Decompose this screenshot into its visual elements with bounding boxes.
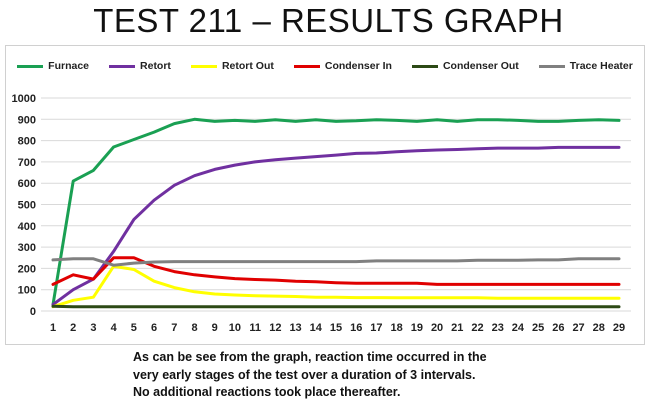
x-tick-label: 5 [131, 322, 137, 334]
legend-label: Retort [140, 60, 171, 72]
x-tick-label: 3 [90, 322, 96, 334]
legend-item: Furnace [17, 60, 89, 72]
x-tick-label: 25 [532, 322, 544, 334]
x-tick-label: 9 [212, 322, 218, 334]
x-tick-label: 4 [111, 322, 118, 334]
x-tick-label: 12 [269, 322, 281, 334]
y-tick-label: 1000 [12, 93, 36, 105]
y-tick-label: 600 [18, 178, 36, 190]
legend-item: Retort [109, 60, 171, 72]
x-tick-label: 10 [229, 322, 241, 334]
x-tick-label: 13 [289, 322, 301, 334]
x-tick-label: 19 [411, 322, 423, 334]
x-tick-label: 14 [310, 322, 323, 334]
legend-swatch [109, 64, 136, 68]
x-tick-label: 28 [593, 322, 605, 334]
x-tick-label: 11 [249, 322, 261, 334]
x-tick-label: 17 [370, 322, 382, 334]
x-tick-label: 24 [512, 322, 525, 334]
x-tick-label: 18 [391, 322, 403, 334]
legend-label: Retort Out [221, 60, 274, 72]
x-tick-label: 1 [50, 322, 56, 334]
caption-line: As can be see from the graph, reaction t… [133, 350, 487, 364]
y-tick-label: 300 [18, 242, 36, 254]
y-tick-label: 0 [30, 306, 36, 318]
y-tick-label: 400 [18, 221, 36, 233]
legend-swatch [293, 64, 320, 68]
legend-item: Condenser In [293, 60, 392, 72]
legend-swatch [411, 64, 438, 68]
x-tick-label: 15 [330, 322, 342, 334]
legend-item: Condenser Out [411, 60, 519, 72]
legend-swatch [538, 64, 565, 68]
y-tick-label: 800 [18, 136, 36, 148]
series-line-trace-heater [51, 257, 621, 267]
legend-item: Retort Out [190, 60, 274, 72]
legend-swatch [17, 64, 44, 68]
legend-label: Furnace [48, 60, 90, 72]
legend-swatch [190, 64, 217, 68]
x-tick-label: 16 [350, 322, 362, 334]
page-title: TEST 211 – RESULTS GRAPH [93, 2, 564, 39]
legend-label: Condenser Out [442, 60, 519, 72]
caption-line: very early stages of the test over a dur… [133, 367, 476, 382]
x-tick-label: 20 [431, 322, 443, 334]
x-tick-label: 2 [70, 322, 76, 334]
x-tick-label: 21 [451, 322, 463, 334]
x-tick-label: 23 [492, 322, 504, 334]
legend-label: Trace Heater [569, 60, 633, 72]
y-tick-label: 900 [18, 114, 36, 126]
x-tick-label: 7 [171, 322, 177, 334]
series-line-furnace [51, 117, 621, 307]
chart-frame: 0 100 200 300 400 500 600 700 800 900 1000 1 2 3 4 5 6 7 8… [5, 45, 645, 345]
x-tick-label: 27 [572, 322, 584, 334]
x-tick-label: 8 [191, 322, 197, 334]
x-tick-label: 6 [151, 322, 157, 334]
y-tick-label: 100 [18, 285, 36, 297]
y-tick-label: 200 [18, 263, 36, 275]
legend-label: Condenser In [324, 60, 392, 72]
x-tick-label: 29 [613, 322, 625, 334]
caption-line: No additional reactions took place there… [133, 385, 401, 399]
x-tick-label: 26 [552, 322, 564, 334]
chart-legend: Furnace Retort Retort Out Condenser In Conde… [6, 60, 644, 72]
y-tick-label: 500 [18, 200, 36, 212]
caption-text: As can be see from the graph, reaction t… [133, 349, 613, 402]
series-line-retort-out [51, 264, 621, 309]
series-line-retort [51, 145, 621, 307]
y-tick-label: 700 [18, 157, 36, 169]
x-tick-label: 22 [471, 322, 483, 334]
legend-item: Trace Heater [538, 60, 633, 72]
